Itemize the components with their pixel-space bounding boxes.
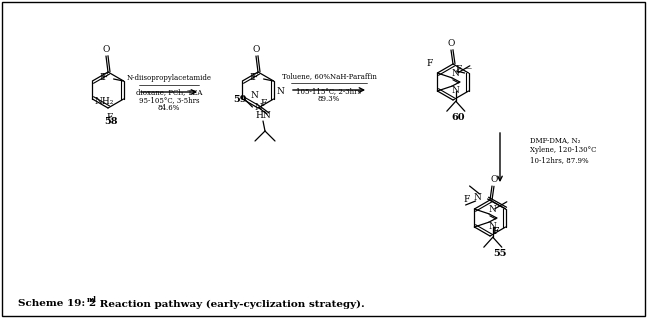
Text: NH₂: NH₂ bbox=[94, 96, 114, 106]
Text: F: F bbox=[492, 226, 499, 236]
Text: N: N bbox=[250, 91, 258, 100]
Text: N: N bbox=[489, 205, 497, 214]
Text: 59: 59 bbox=[234, 95, 247, 105]
Text: F: F bbox=[426, 59, 433, 67]
Text: 55: 55 bbox=[493, 250, 507, 259]
Text: —: — bbox=[465, 64, 471, 72]
Text: N: N bbox=[474, 192, 481, 202]
Text: F: F bbox=[455, 66, 462, 74]
Text: F: F bbox=[102, 73, 108, 82]
Text: 10-12hrs, 87.9%: 10-12hrs, 87.9% bbox=[530, 156, 589, 164]
Text: N: N bbox=[276, 87, 284, 96]
Text: 58: 58 bbox=[104, 117, 118, 127]
Text: dioxane, PCl₃, TEA: dioxane, PCl₃, TEA bbox=[136, 88, 202, 96]
Text: O: O bbox=[490, 176, 498, 184]
Text: nd: nd bbox=[87, 296, 97, 304]
Text: 95-105°C, 3-5hrs: 95-105°C, 3-5hrs bbox=[138, 96, 199, 104]
Text: N: N bbox=[452, 86, 460, 95]
Text: 89.3%: 89.3% bbox=[318, 95, 340, 103]
Text: 84.6%: 84.6% bbox=[158, 104, 180, 112]
Text: N: N bbox=[489, 222, 497, 231]
Text: O: O bbox=[447, 39, 455, 49]
Text: Reaction pathway (early-cyclization strategy).: Reaction pathway (early-cyclization stra… bbox=[96, 300, 365, 308]
Text: DMF-DMA, N₂: DMF-DMA, N₂ bbox=[530, 136, 580, 144]
Text: 105-115°C, 2-3hrs: 105-115°C, 2-3hrs bbox=[296, 87, 362, 95]
Text: Scheme 19: 2: Scheme 19: 2 bbox=[18, 300, 96, 308]
Text: O: O bbox=[252, 45, 259, 54]
Text: 60: 60 bbox=[451, 114, 465, 122]
Text: F: F bbox=[260, 99, 267, 107]
Text: O: O bbox=[102, 45, 110, 54]
Text: N: N bbox=[452, 69, 460, 78]
Text: F: F bbox=[492, 226, 499, 236]
Text: HN: HN bbox=[255, 112, 271, 121]
Text: N: N bbox=[254, 102, 262, 112]
Text: F: F bbox=[252, 73, 258, 82]
Text: N-diisopropylacetamide: N-diisopropylacetamide bbox=[127, 74, 212, 82]
Text: F: F bbox=[249, 73, 256, 81]
Text: Toluene, 60%NaH-Paraffin: Toluene, 60%NaH-Paraffin bbox=[281, 72, 377, 80]
Text: F: F bbox=[463, 195, 470, 204]
Text: F: F bbox=[99, 73, 105, 81]
Text: Xylene, 120-130°C: Xylene, 120-130°C bbox=[530, 146, 597, 154]
Text: F: F bbox=[107, 113, 113, 121]
